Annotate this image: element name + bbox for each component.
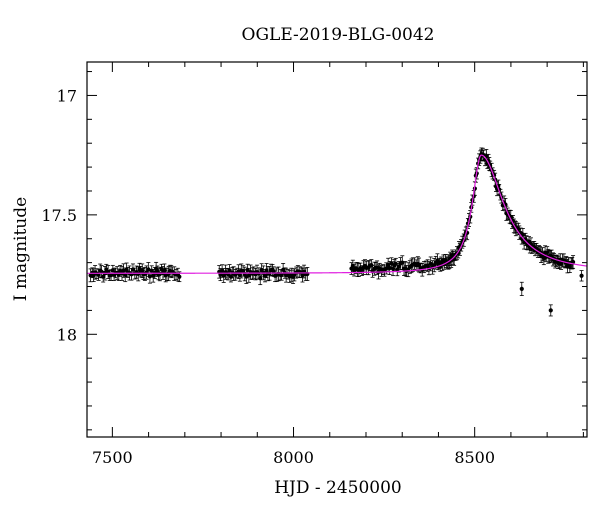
axis-ticks xyxy=(87,62,587,437)
data-point xyxy=(177,274,182,279)
data-point xyxy=(220,268,225,274)
data-point xyxy=(428,261,433,266)
x-axis-title: HJD - 2450000 xyxy=(274,478,402,498)
data-point xyxy=(386,262,391,267)
tick-labels: 7500 8000 8500 17 17.5 18 xyxy=(41,86,495,467)
data-point xyxy=(246,273,251,278)
data-point xyxy=(579,273,584,278)
model-curve xyxy=(87,154,588,274)
data-point xyxy=(548,308,553,313)
data-point xyxy=(519,286,524,292)
data-point xyxy=(396,264,402,269)
data-point xyxy=(300,273,305,278)
model-line xyxy=(87,154,588,274)
y-axis-title: I magnitude xyxy=(11,197,31,301)
x-tick-label: 7500 xyxy=(92,448,133,467)
y-tick-label: 17.5 xyxy=(41,206,77,225)
data-point xyxy=(384,266,389,271)
x-tick-label: 8500 xyxy=(454,448,495,467)
data-points xyxy=(88,147,584,317)
chart-title: OGLE-2019-BLG-0042 xyxy=(242,25,435,45)
y-tick-label: 18 xyxy=(57,325,77,344)
data-point xyxy=(570,259,576,265)
data-point xyxy=(101,274,106,279)
data-point xyxy=(281,267,286,272)
data-point xyxy=(221,273,226,278)
plot-frame xyxy=(86,61,588,438)
x-tick-label: 8000 xyxy=(273,448,314,467)
y-tick-label: 17 xyxy=(57,86,77,105)
data-point xyxy=(258,276,263,281)
